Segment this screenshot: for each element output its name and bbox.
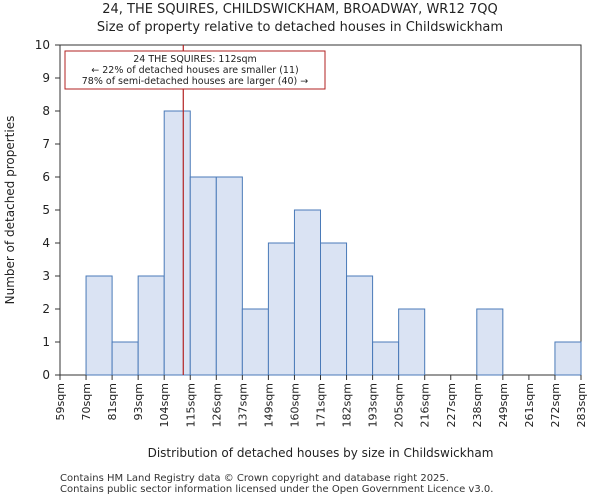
histogram-bar	[111, 341, 139, 376]
histogram-bar	[85, 275, 113, 376]
x-tick-label: 171sqm	[315, 383, 328, 427]
histogram-bar	[215, 176, 243, 376]
x-tick-label: 160sqm	[288, 383, 301, 427]
histogram-bar	[267, 242, 295, 376]
histogram-bar	[476, 308, 504, 376]
annotation-text: 24 THE SQUIRES: 112sqm	[133, 54, 257, 65]
y-tick-label: 1	[42, 335, 50, 349]
histogram-bar	[372, 341, 400, 376]
x-tick-label: 272sqm	[549, 383, 562, 427]
histogram-bar	[320, 242, 348, 376]
histogram-bar	[398, 308, 426, 376]
x-tick-label: 193sqm	[367, 383, 380, 427]
y-tick-label: 7	[42, 137, 50, 151]
chart-subtitle: Size of property relative to detached ho…	[96, 20, 504, 35]
x-tick-label: 59sqm	[54, 383, 67, 420]
y-tick-label: 5	[42, 203, 50, 217]
annotation-text: ← 22% of detached houses are smaller (11…	[91, 65, 298, 76]
x-tick-label: 126sqm	[210, 383, 223, 427]
histogram-bar	[163, 110, 191, 376]
y-tick-label: 10	[35, 38, 50, 52]
x-tick-label: 81sqm	[106, 383, 119, 420]
x-tick-label: 216sqm	[419, 383, 432, 427]
y-tick-label: 4	[42, 236, 50, 250]
histogram-bar	[137, 275, 165, 376]
x-tick-label: 104sqm	[158, 383, 171, 427]
x-tick-label: 182sqm	[341, 383, 354, 427]
x-tick-label: 283sqm	[575, 383, 588, 427]
x-tick-label: 205sqm	[393, 383, 406, 427]
x-axis-label: Distribution of detached houses by size …	[148, 446, 494, 460]
histogram-bar	[293, 209, 322, 376]
x-tick-label: 93sqm	[132, 383, 145, 420]
footer-copyright: Contains HM Land Registry data © Crown c…	[60, 473, 449, 484]
x-tick-label: 227sqm	[445, 383, 458, 427]
x-tick-label: 137sqm	[236, 383, 249, 427]
x-tick-label: 261sqm	[523, 383, 536, 427]
y-tick-label: 3	[42, 269, 50, 283]
annotation-box	[64, 50, 326, 90]
x-tick-label: 149sqm	[262, 383, 275, 427]
x-tick-label: 115sqm	[184, 383, 197, 427]
y-tick-label: 2	[42, 302, 50, 316]
chart-title-address: 24, THE SQUIRES, CHILDSWICKHAM, BROADWAY…	[102, 2, 498, 17]
histogram-bar	[189, 176, 217, 376]
x-tick-label: 70sqm	[80, 383, 93, 420]
histogram-bar	[346, 275, 374, 376]
y-tick-label: 8	[42, 104, 50, 118]
footer-licence: Contains public sector information licen…	[60, 484, 494, 495]
x-tick-label: 238sqm	[471, 383, 484, 427]
annotation-text: 78% of semi-detached houses are larger (…	[82, 76, 309, 87]
x-tick-label: 249sqm	[497, 383, 510, 427]
histogram-bar	[554, 341, 582, 376]
y-axis-label: Number of detached properties	[3, 116, 17, 305]
histogram-bar	[241, 308, 269, 376]
y-tick-label: 6	[42, 170, 50, 184]
y-tick-label: 0	[42, 368, 50, 382]
y-tick-label: 9	[42, 71, 50, 85]
